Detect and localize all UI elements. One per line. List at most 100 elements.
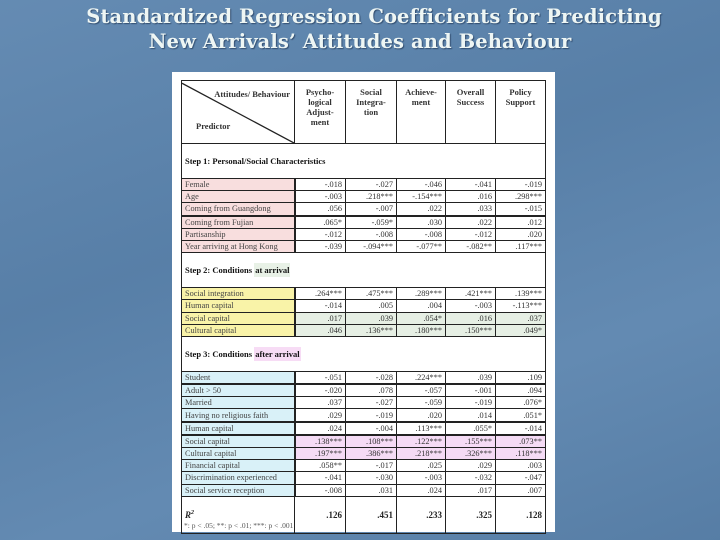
cell: .004 — [396, 299, 446, 313]
cell: .020 — [396, 408, 446, 423]
cell: .046 — [294, 323, 346, 337]
cell: .233 — [396, 495, 446, 534]
predictor-label: Married — [181, 396, 296, 410]
cell: .022 — [396, 202, 446, 217]
cell: .155*** — [445, 433, 496, 448]
significance-footnote: *: p < .05; **: p < .01; ***: p < .001 — [184, 521, 294, 530]
corner-top-label: Attitudes/ Behaviour — [214, 89, 290, 99]
cell: .016 — [445, 190, 496, 204]
regression-table: Attitudes/ Behaviour Predictor Psycho- l… — [181, 80, 546, 534]
predictor-label: Social service reception — [181, 483, 296, 497]
cell: .029 — [294, 408, 346, 423]
cell: .051* — [495, 408, 546, 423]
table-row: Discrimination experienced -.041 -.030 -.00… — [181, 471, 546, 485]
cell: -.008 — [345, 227, 397, 241]
cell: -.018 — [294, 177, 346, 192]
cell: -.019 — [445, 396, 496, 410]
table-row: Cultural capital .046.136*** .180*** .150**… — [181, 323, 546, 337]
predictor-label: Social integration — [181, 287, 296, 301]
cell: .126 — [294, 495, 346, 534]
cell: -.047 — [495, 471, 546, 485]
cell: .421*** — [445, 287, 496, 301]
cell: -.051 — [294, 370, 346, 385]
table-panel: Attitudes/ Behaviour Predictor Psycho- l… — [172, 72, 555, 534]
cell: .224*** — [396, 370, 446, 385]
cell: -.059* — [345, 214, 397, 229]
predictor-label: Coming from Guangdong — [181, 202, 296, 217]
cell: .049* — [495, 323, 546, 337]
cell: .037 — [495, 311, 546, 325]
corner-header: Attitudes/ Behaviour Predictor — [181, 80, 295, 144]
cell: .108*** — [345, 433, 397, 448]
cell: -.012 — [445, 227, 496, 241]
table-row: Year arriving at Hong Kong -.039 -.094*** -… — [181, 239, 546, 254]
cell: .078 — [345, 383, 397, 398]
table-row: Adult > 50 -.020.078 -.057 -.001.094 — [181, 383, 546, 398]
cell: .118*** — [495, 446, 546, 461]
cell: -.003 — [445, 299, 496, 313]
predictor-label: Human capital — [181, 299, 296, 313]
column-header: Social Integra- tion — [345, 80, 397, 144]
cell: .024 — [396, 483, 446, 497]
step-label: Step 2: Conditions — [185, 265, 255, 276]
r-superscript: 2 — [191, 509, 195, 516]
cell: -.059 — [396, 396, 446, 410]
corner-bottom-label: Predictor — [196, 121, 231, 131]
cell: .139*** — [495, 287, 546, 301]
predictor-label: Discrimination experienced — [181, 471, 296, 485]
predictor-label: Student — [181, 370, 296, 385]
cell: .031 — [345, 483, 397, 497]
cell: .326*** — [445, 446, 496, 461]
cell: .020 — [495, 227, 546, 241]
predictor-label: Partisanship — [181, 227, 296, 241]
cell: .005 — [345, 299, 397, 313]
cell: .012 — [495, 214, 546, 229]
title-line-1: Standardized Regression Coefficients for… — [86, 5, 662, 28]
r-squared-label: R2 — [181, 495, 295, 534]
cell: -.015 — [495, 202, 546, 217]
cell: -.003 — [294, 190, 346, 204]
cell: .136*** — [345, 323, 397, 337]
cell: .039 — [445, 370, 496, 385]
cell: -.027 — [345, 177, 397, 192]
cell: .109 — [495, 370, 546, 385]
table-row: Student -.051 -.028.224*** .039.109 — [181, 370, 546, 385]
column-header: Achieve- ment — [396, 80, 446, 144]
cell: .065* — [294, 214, 346, 229]
cell: -.019 — [495, 177, 546, 192]
cell: -.020 — [294, 383, 346, 398]
cell: .150*** — [445, 323, 496, 337]
predictor-label: Coming from Fujian — [181, 214, 296, 229]
cell: .218*** — [396, 446, 446, 461]
cell: .113*** — [396, 420, 446, 436]
cell: -.007 — [345, 202, 397, 217]
table-row: Coming from Guangdong .056 -.007.022.033 -.… — [181, 202, 546, 217]
cell: .325 — [445, 495, 496, 534]
title-line-2: New Arrivals’ Attitudes and Behaviour — [148, 30, 572, 53]
cell: -.019 — [345, 408, 397, 423]
cell: .094 — [495, 383, 546, 398]
cell: .264*** — [294, 287, 346, 301]
predictor-label: Adult > 50 — [181, 383, 296, 398]
predictor-label: Social capital — [181, 311, 296, 325]
cell: .003 — [495, 459, 546, 473]
predictor-label: Female — [181, 177, 296, 192]
cell: .475*** — [345, 287, 397, 301]
cell: -.012 — [294, 227, 346, 241]
r-label: R — [185, 509, 192, 520]
step-highlight: after arrival — [254, 346, 301, 361]
cell: -.041 — [294, 471, 346, 485]
step-highlight: at arrival — [254, 263, 291, 278]
table-row: Coming from Fujian .065* -.059* .030.022.01… — [181, 214, 546, 229]
table-row: Social integration .264*** .475*** .289***.… — [181, 287, 546, 301]
predictor-label: Year arriving at Hong Kong — [181, 239, 296, 254]
cell: .058** — [294, 459, 346, 473]
predictor-label: Cultural capital — [181, 323, 296, 337]
table-row: Social service reception -.008.031.024.01… — [181, 483, 546, 497]
table-row: Social capital .138*** .108*** .122*** .155*… — [181, 433, 546, 448]
predictor-label: Age — [181, 190, 296, 204]
column-header: Overall Success — [445, 80, 496, 144]
step-2-heading: Step 2: Conditions at arrival — [181, 252, 546, 288]
table-row: Having no religious faith .029 -.019.020.0… — [181, 408, 546, 423]
cell: -.003 — [396, 471, 446, 485]
